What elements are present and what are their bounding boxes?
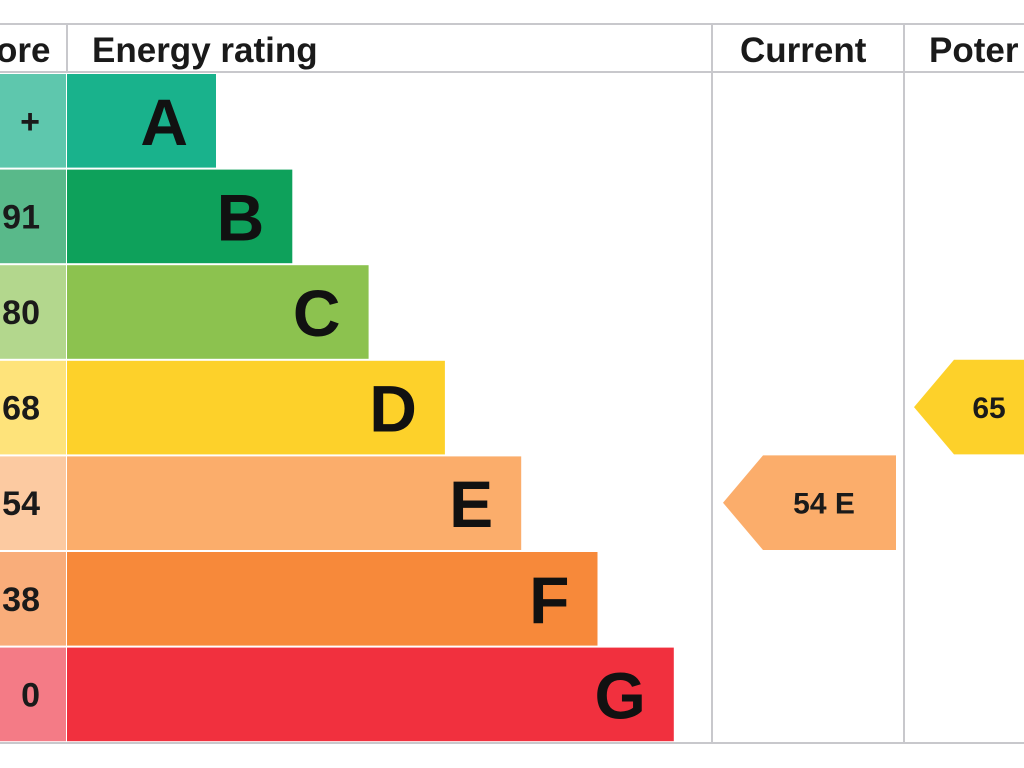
score-cell-f [0,552,66,646]
band-letter-a: A [140,85,188,159]
score-label-g: 0 [21,676,40,714]
band-letter-f: F [529,563,569,637]
band-letter-b: B [217,180,265,254]
band-letter-e: E [449,467,493,541]
score-cell-g [0,647,66,742]
header-row: ore Energy rating Current Poter [0,31,1019,70]
score-cell-c [0,265,66,359]
score-cell-b [0,169,66,264]
score-cell-a [0,74,66,168]
current-rating-arrow [723,455,896,550]
band-letter-c: C [293,276,341,350]
band-bar-g [67,647,674,742]
rating-indicators: 54 E 65 [723,359,1024,550]
score-cell-e [0,456,66,550]
rating-bands: + A 91 B 80 C 68 D 54 E 38 F 0 G [0,74,674,742]
score-label-c: 80 [2,294,40,332]
band-bar-f [67,552,598,646]
band-bar-e [67,456,522,550]
current-header: Current [740,31,867,70]
band-letter-d: D [369,372,417,446]
band-letter-g: G [594,658,645,732]
score-header: ore [0,31,50,70]
band-bar-a [67,74,216,168]
score-label-b: 91 [2,198,40,236]
score-label-f: 38 [2,581,40,619]
band-bar-d [67,360,445,455]
potential-rating-label: 65 [972,392,1005,425]
score-label-a: + [20,103,40,141]
band-bar-c [67,265,369,359]
score-label-d: 68 [2,390,40,428]
score-label-e: 54 [2,485,40,523]
potential-header: Poter [929,31,1019,70]
current-rating-label: 54 E [793,488,855,521]
chart-frame [0,23,1024,744]
band-bar-b [67,169,293,264]
score-cell-d [0,360,66,455]
energy-rating-header: Energy rating [92,31,318,70]
potential-rating-arrow [914,359,1024,455]
